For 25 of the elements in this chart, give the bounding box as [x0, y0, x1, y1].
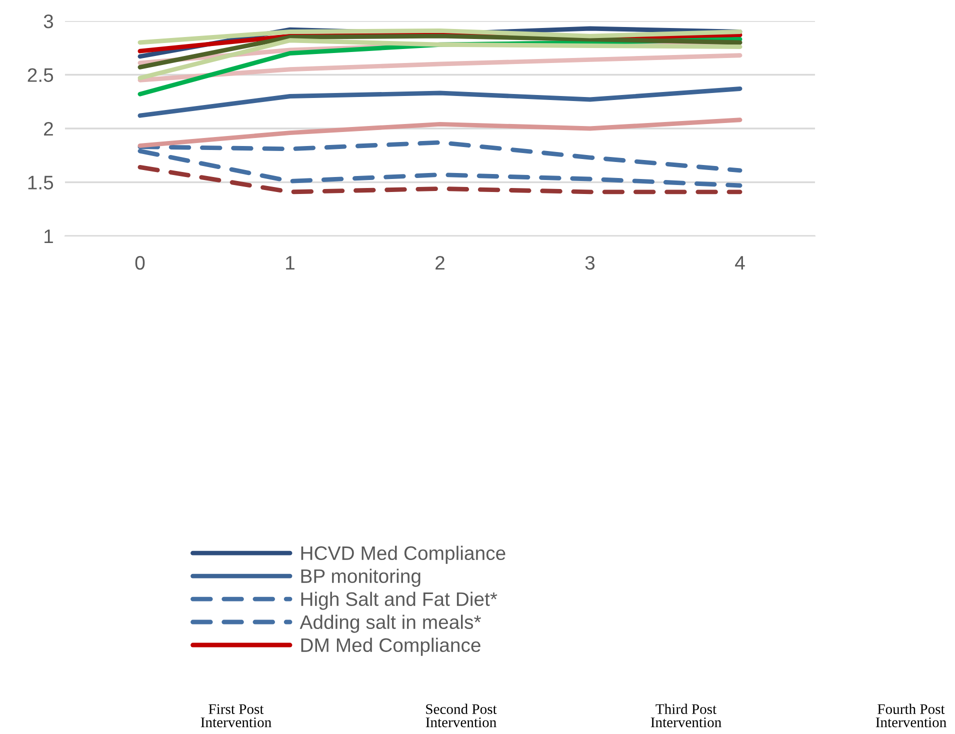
text: Third Post Intervention: [650, 704, 722, 728]
y-tick-label: 3: [44, 14, 54, 28]
x-tick-label: 4: [735, 256, 745, 270]
line-series: [138, 118, 742, 148]
line-series: [138, 28, 742, 45]
line-series: [138, 38, 742, 80]
text: First Post Intervention: [200, 704, 272, 728]
legend-label: Adding salt in meals*: [300, 614, 481, 633]
text: Second Post Intervention: [426, 704, 497, 728]
text: Fourth Post Intervention: [876, 704, 946, 728]
x-tick-label: 0: [135, 256, 145, 270]
y-tick-label: 1: [44, 230, 53, 244]
legend-label: DM Med Compliance: [301, 638, 480, 656]
line-series: [138, 86, 742, 118]
y-tick-label: 2: [44, 122, 53, 136]
y-tick-label: 2.5: [28, 68, 54, 82]
legend-label: High Salt and Fat Diet*: [301, 592, 498, 610]
y-tick-label: 1.5: [28, 176, 54, 190]
x-tick-label: 2: [436, 256, 444, 270]
x-tick-label: 3: [585, 256, 595, 270]
legend-label: BP monitoring: [301, 568, 420, 587]
x-tick-label: 1: [286, 256, 294, 270]
line-series: [138, 53, 742, 82]
line-series: [138, 34, 742, 70]
legend-label: HCVD Med Compliance: [301, 546, 506, 564]
